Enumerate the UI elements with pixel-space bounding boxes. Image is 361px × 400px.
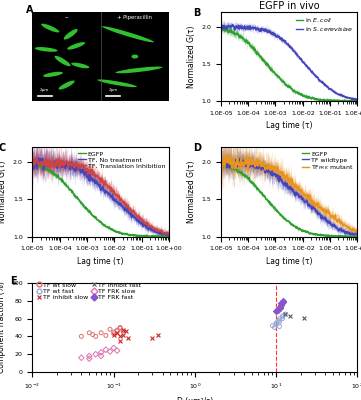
Point bbox=[114, 328, 120, 334]
Legend: EGFP, TF, No treatment, TF, Translation Inhibition: EGFP, TF, No treatment, TF, Translation … bbox=[78, 150, 166, 169]
X-axis label: Lag time (τ): Lag time (τ) bbox=[78, 257, 124, 266]
Text: C: C bbox=[0, 143, 6, 153]
X-axis label: D (μm²/s): D (μm²/s) bbox=[177, 396, 213, 400]
Point bbox=[277, 323, 282, 330]
Point bbox=[283, 311, 288, 317]
Text: + Piperacillin: + Piperacillin bbox=[117, 15, 152, 20]
Ellipse shape bbox=[67, 42, 85, 50]
Point bbox=[277, 305, 282, 311]
Point bbox=[120, 328, 126, 334]
Text: 2μm: 2μm bbox=[40, 88, 49, 92]
Point bbox=[280, 298, 286, 304]
Point bbox=[277, 317, 282, 324]
Point bbox=[280, 313, 286, 319]
Ellipse shape bbox=[43, 72, 63, 77]
Point bbox=[117, 338, 123, 344]
Point bbox=[114, 348, 120, 354]
Point bbox=[155, 331, 161, 338]
Point bbox=[277, 304, 282, 310]
Ellipse shape bbox=[55, 56, 70, 66]
Point bbox=[123, 328, 129, 334]
Point bbox=[280, 314, 286, 320]
Y-axis label: Normalized G(τ): Normalized G(τ) bbox=[0, 161, 7, 223]
Point bbox=[114, 327, 120, 333]
Ellipse shape bbox=[58, 80, 75, 90]
Point bbox=[103, 346, 109, 353]
Ellipse shape bbox=[97, 79, 137, 87]
Ellipse shape bbox=[131, 54, 138, 58]
Legend: EGFP, TF wildtype, TF$_{FRK}$ mutant: EGFP, TF wildtype, TF$_{FRK}$ mutant bbox=[301, 150, 354, 173]
Ellipse shape bbox=[64, 29, 78, 40]
Legend: TF wt slow, TF wt fast, TF inhibit slow, TF inhibit fast, TF FRK slow, TF FRK fa: TF wt slow, TF wt fast, TF inhibit slow,… bbox=[36, 282, 142, 301]
Point bbox=[273, 308, 279, 315]
Ellipse shape bbox=[116, 66, 162, 73]
Point bbox=[93, 333, 99, 340]
Title: EGFP in vivo: EGFP in vivo bbox=[259, 1, 319, 11]
Point bbox=[120, 327, 126, 333]
Point bbox=[93, 351, 99, 357]
Text: E: E bbox=[10, 276, 16, 286]
Point bbox=[78, 333, 84, 340]
Point bbox=[288, 313, 293, 319]
Ellipse shape bbox=[71, 63, 89, 68]
Y-axis label: Normalized G(τ): Normalized G(τ) bbox=[187, 161, 196, 223]
Ellipse shape bbox=[41, 24, 59, 32]
Point bbox=[125, 335, 131, 341]
Point bbox=[273, 320, 279, 326]
Point bbox=[280, 315, 286, 322]
Text: A: A bbox=[26, 5, 33, 15]
Point bbox=[278, 300, 284, 306]
Point bbox=[273, 322, 279, 328]
Ellipse shape bbox=[35, 47, 58, 52]
Point bbox=[117, 325, 123, 332]
Point bbox=[107, 326, 113, 332]
Point bbox=[107, 348, 113, 355]
Point bbox=[98, 353, 104, 359]
Point bbox=[86, 353, 92, 359]
Point bbox=[117, 324, 123, 331]
Text: B: B bbox=[193, 8, 201, 18]
Point bbox=[149, 335, 155, 341]
Point bbox=[86, 356, 92, 362]
Point bbox=[111, 329, 117, 335]
Point bbox=[277, 319, 282, 325]
Point bbox=[273, 321, 279, 327]
Point bbox=[283, 311, 288, 317]
Point bbox=[277, 315, 282, 322]
Point bbox=[90, 331, 96, 338]
Text: 2μm: 2μm bbox=[108, 88, 118, 92]
Text: –: – bbox=[65, 15, 68, 21]
Text: D: D bbox=[193, 143, 201, 153]
Point bbox=[98, 349, 104, 356]
Point bbox=[275, 318, 281, 324]
Y-axis label: Component fraction (%): Component fraction (%) bbox=[0, 282, 5, 373]
Legend: in $\it{E. coli}$, in $\it{S. cerevisiae}$: in $\it{E. coli}$, in $\it{S. cerevisiae… bbox=[295, 15, 354, 33]
Y-axis label: Normalized G(τ): Normalized G(τ) bbox=[187, 25, 196, 88]
Point bbox=[111, 330, 117, 337]
Point bbox=[301, 314, 307, 321]
Point bbox=[120, 331, 126, 338]
Point bbox=[270, 322, 275, 329]
Point bbox=[78, 354, 84, 361]
X-axis label: Lag time (τ): Lag time (τ) bbox=[266, 257, 312, 266]
X-axis label: Lag time (τ): Lag time (τ) bbox=[266, 121, 312, 130]
Point bbox=[111, 345, 117, 351]
Point bbox=[278, 302, 284, 308]
Point bbox=[86, 330, 92, 336]
Point bbox=[111, 331, 117, 338]
Point bbox=[98, 330, 104, 336]
Point bbox=[271, 324, 277, 331]
Point bbox=[103, 332, 109, 339]
Ellipse shape bbox=[102, 26, 154, 42]
Point bbox=[114, 330, 120, 336]
Point bbox=[280, 299, 286, 306]
Point bbox=[275, 306, 281, 313]
Point bbox=[117, 333, 123, 340]
